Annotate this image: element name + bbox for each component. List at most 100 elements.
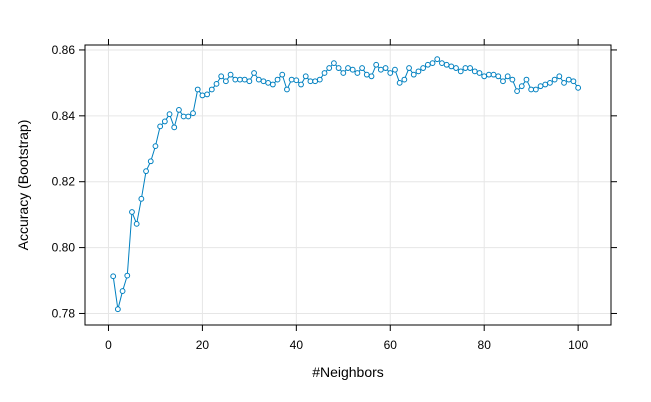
- data-point: [255, 76, 262, 83]
- series-layer: [110, 56, 582, 313]
- data-point: [518, 83, 525, 90]
- data-point: [218, 73, 225, 80]
- data-point: [237, 76, 243, 83]
- data-point: [570, 78, 577, 85]
- data-point: [260, 78, 267, 85]
- data-point: [194, 86, 201, 93]
- data-point: [354, 70, 361, 76]
- data-point: [500, 78, 506, 85]
- data-point: [110, 273, 117, 280]
- data-point: [392, 66, 398, 73]
- data-point: [190, 110, 196, 117]
- data-point: [312, 78, 319, 85]
- x-tick-label: 0: [105, 338, 112, 352]
- data-point: [340, 70, 347, 76]
- x-tick-label: 80: [478, 338, 492, 352]
- y-tick-label: 0.82: [52, 175, 76, 189]
- data-point: [180, 113, 187, 120]
- data-point: [316, 76, 323, 83]
- data-point: [561, 79, 567, 86]
- data-point: [119, 288, 126, 294]
- data-point: [147, 158, 154, 165]
- data-point: [204, 91, 211, 98]
- data-point: [293, 77, 300, 84]
- data-point: [471, 68, 478, 75]
- data-point: [523, 76, 530, 83]
- x-tick-label: 100: [568, 338, 588, 352]
- data-point: [143, 168, 149, 175]
- data-point: [387, 70, 394, 76]
- data-point: [434, 56, 441, 63]
- data-point: [232, 76, 239, 83]
- data-point: [176, 106, 182, 113]
- data-point: [410, 71, 417, 78]
- x-tick-label: 40: [290, 338, 304, 352]
- data-point: [279, 71, 286, 78]
- data-point: [213, 80, 220, 87]
- data-point: [302, 73, 309, 80]
- data-point: [124, 272, 131, 279]
- data-point: [556, 73, 563, 80]
- data-point: [129, 209, 135, 215]
- data-point: [363, 71, 370, 78]
- data-point: [575, 84, 582, 91]
- data-point: [185, 113, 192, 120]
- data-point: [547, 79, 553, 86]
- data-point: [265, 79, 272, 86]
- data-point: [284, 86, 290, 93]
- plot-frame: [84, 44, 612, 326]
- data-point: [246, 78, 253, 85]
- data-point: [133, 220, 140, 227]
- data-point: [457, 68, 464, 75]
- data-point: [490, 71, 497, 78]
- data-point: [368, 73, 375, 80]
- data-point: [406, 65, 412, 71]
- data-point: [467, 65, 474, 71]
- data-point: [396, 79, 403, 86]
- data-point: [504, 73, 511, 80]
- x-tick-label: 20: [196, 338, 210, 352]
- data-point: [152, 143, 159, 150]
- data-point: [349, 66, 356, 73]
- data-point: [171, 124, 178, 131]
- y-tick-label: 0.78: [52, 306, 76, 320]
- data-point: [377, 66, 384, 73]
- data-point: [514, 88, 520, 95]
- data-point: [166, 111, 173, 118]
- data-point: [476, 70, 483, 76]
- data-point: [429, 60, 436, 67]
- data-point: [274, 76, 281, 83]
- data-point: [420, 65, 427, 71]
- data-point: [321, 70, 328, 76]
- data-point: [208, 86, 215, 93]
- data-point: [537, 83, 544, 90]
- tick-layer: 0 20 40 60 80 100 0.78 0.80 0.82 0.84 0.86: [52, 39, 617, 352]
- data-point: [345, 65, 351, 71]
- x-axis-title: #Neighbors: [312, 364, 384, 380]
- data-point: [551, 76, 558, 83]
- data-point: [542, 81, 549, 88]
- data-point: [138, 195, 145, 202]
- data-point: [199, 92, 206, 99]
- data-point: [448, 63, 455, 70]
- data-point: [481, 73, 488, 80]
- data-point: [462, 65, 469, 71]
- data-point: [241, 76, 248, 83]
- data-point: [373, 61, 380, 68]
- data-point: [528, 86, 535, 93]
- data-point: [509, 76, 516, 83]
- data-point: [443, 61, 450, 68]
- data-point: [415, 68, 422, 75]
- data-point: [307, 78, 314, 85]
- data-point: [439, 60, 445, 67]
- data-point: [335, 65, 342, 71]
- data-point: [424, 61, 431, 68]
- data-point: [288, 76, 295, 83]
- data-point: [382, 65, 389, 71]
- data-point: [485, 71, 492, 78]
- series-line: [112, 58, 579, 310]
- data-point: [565, 76, 572, 83]
- data-point: [161, 118, 168, 125]
